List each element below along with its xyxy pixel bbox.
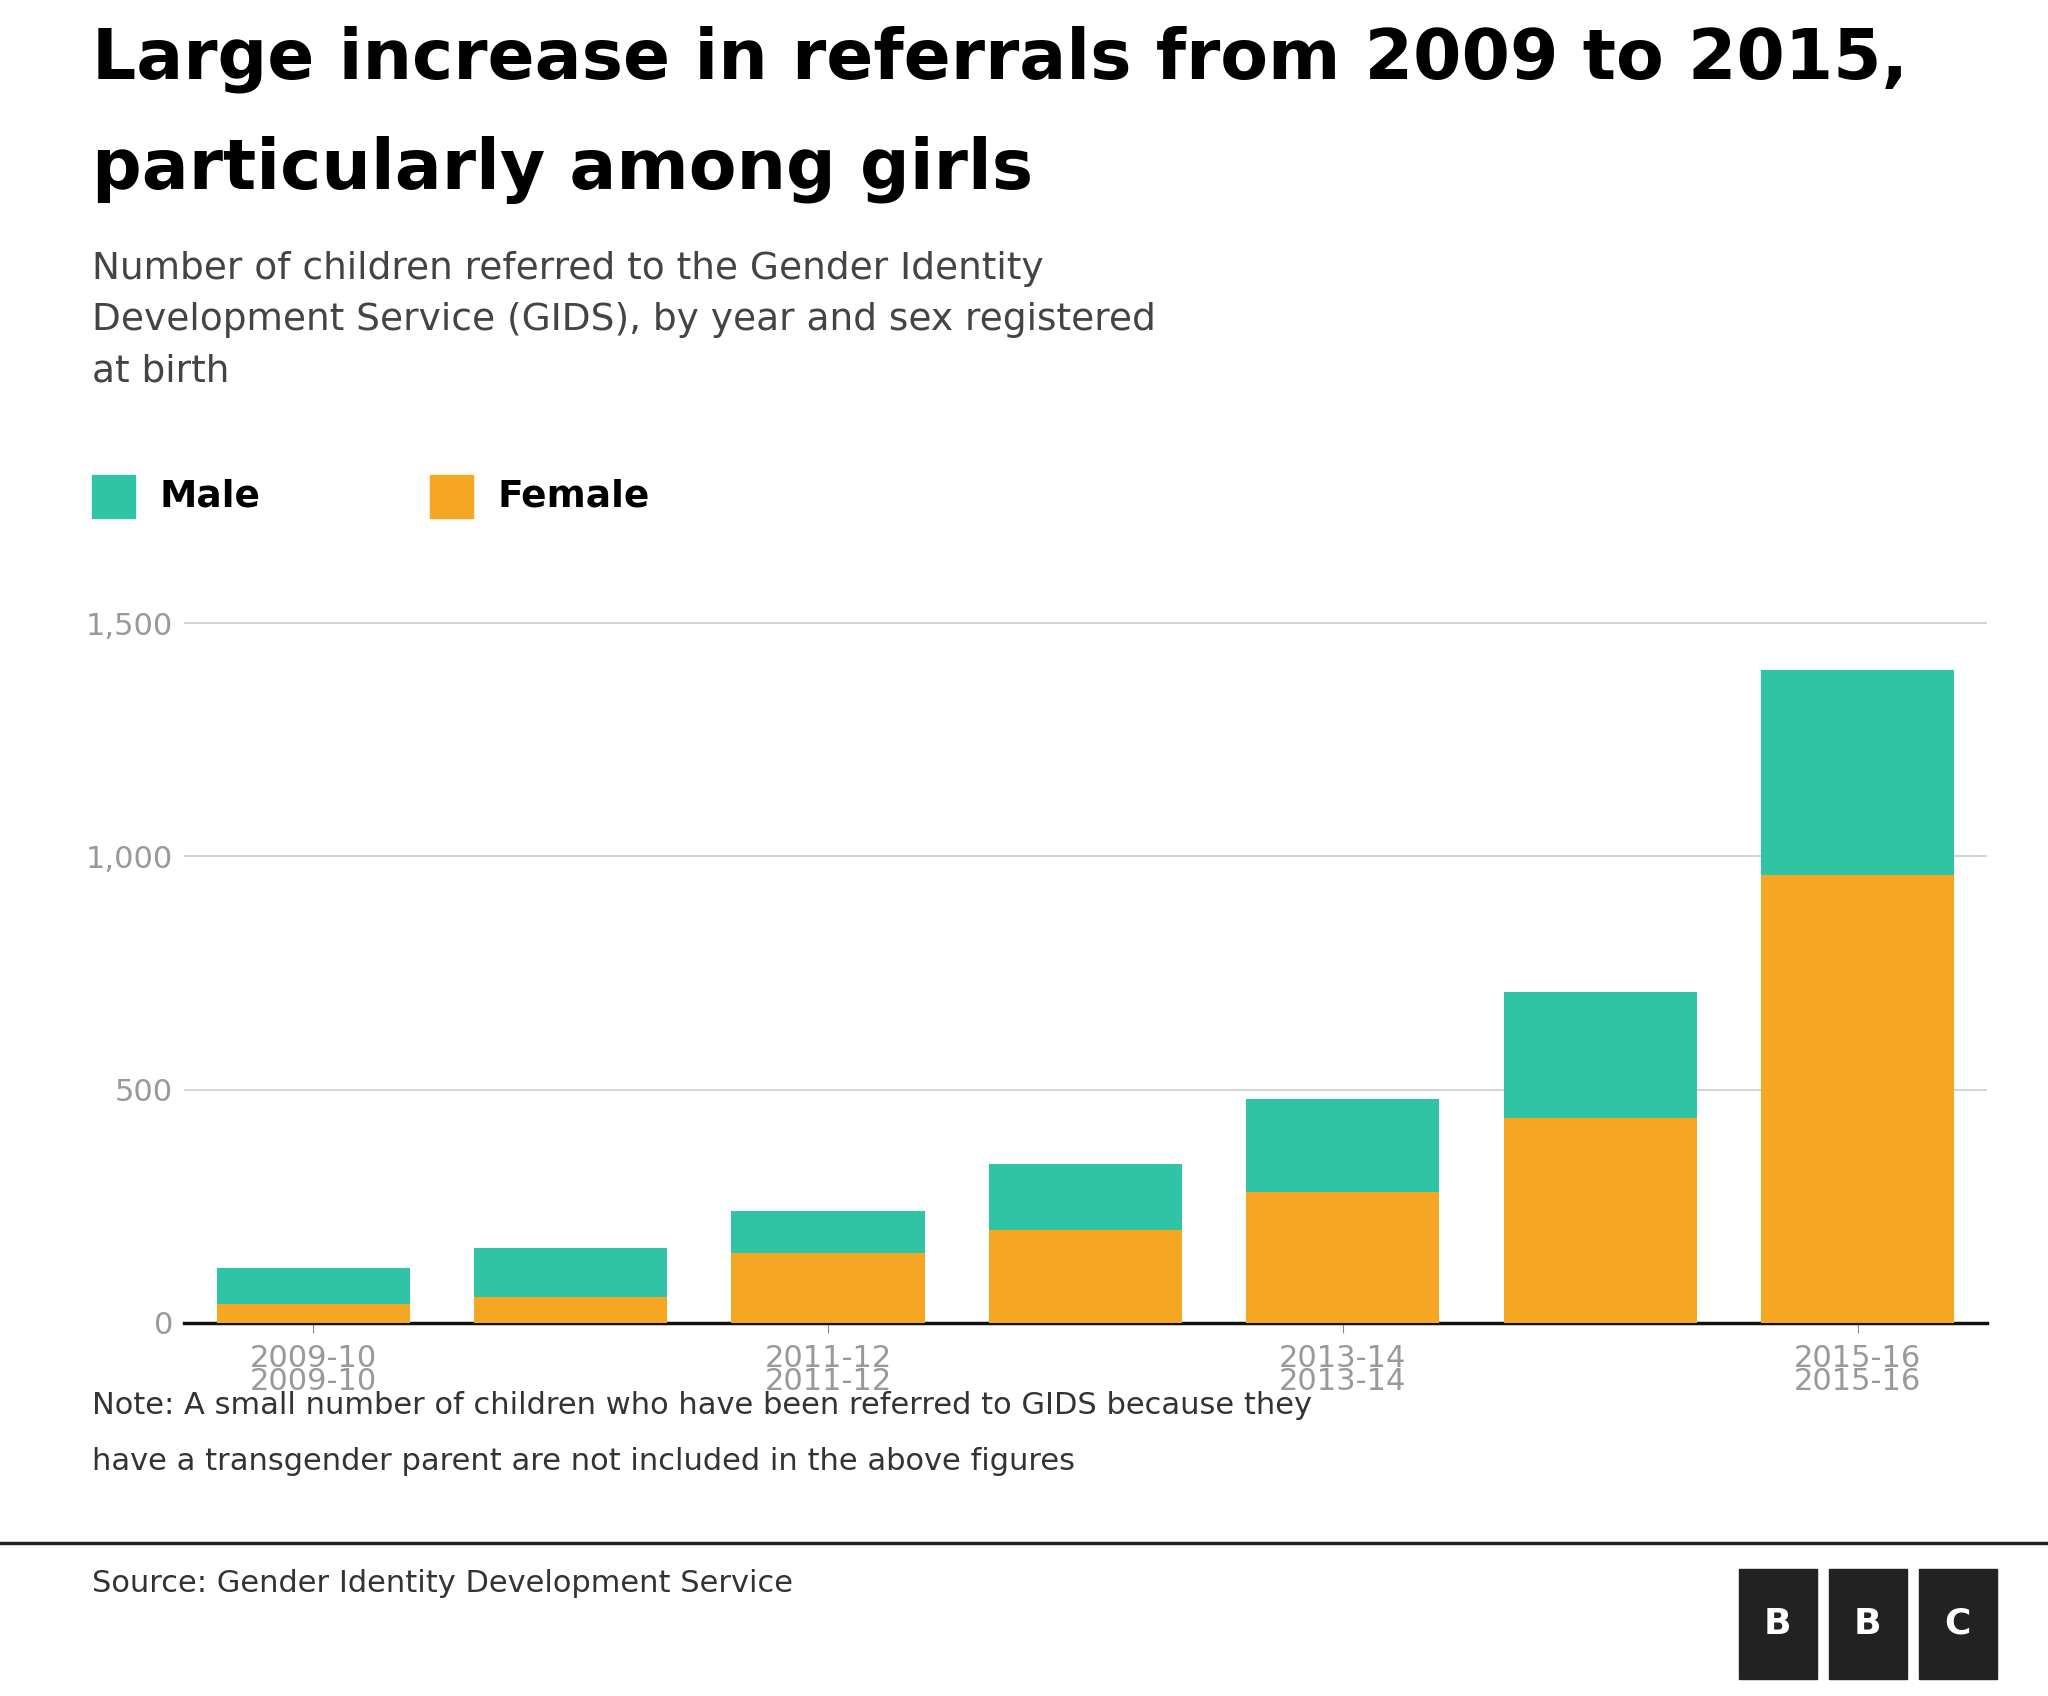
Text: B: B — [1853, 1606, 1882, 1642]
Text: 2009-10: 2009-10 — [250, 1367, 377, 1396]
Bar — [1761, 670, 1954, 875]
Text: particularly among girls: particularly among girls — [92, 136, 1034, 204]
Text: have a transgender parent are not included in the above figures: have a transgender parent are not includ… — [92, 1447, 1075, 1476]
Bar — [1761, 875, 1954, 1323]
Bar — [217, 1269, 410, 1304]
Text: Source: Gender Identity Development Service: Source: Gender Identity Development Serv… — [92, 1569, 793, 1598]
Bar — [217, 1304, 410, 1323]
Bar — [989, 1163, 1182, 1230]
Bar — [1503, 992, 1698, 1118]
Bar — [731, 1211, 924, 1253]
Text: Female: Female — [498, 478, 649, 514]
Text: B: B — [1763, 1606, 1792, 1642]
Bar — [1503, 1118, 1698, 1323]
Text: Note: A small number of children who have been referred to GIDS because they: Note: A small number of children who hav… — [92, 1391, 1313, 1420]
Bar — [1247, 1099, 1440, 1192]
Text: Male: Male — [160, 478, 260, 514]
Bar — [1247, 1192, 1440, 1323]
Text: Number of children referred to the Gender Identity
Development Service (GIDS), b: Number of children referred to the Gende… — [92, 251, 1155, 390]
Text: 2013-14: 2013-14 — [1280, 1367, 1407, 1396]
Bar — [989, 1230, 1182, 1323]
Text: 2011-12: 2011-12 — [764, 1367, 891, 1396]
Text: Large increase in referrals from 2009 to 2015,: Large increase in referrals from 2009 to… — [92, 25, 1909, 93]
Bar — [473, 1248, 668, 1297]
Text: C: C — [1946, 1606, 1970, 1642]
Bar — [731, 1253, 924, 1323]
Bar — [473, 1297, 668, 1323]
Text: 2015-16: 2015-16 — [1794, 1367, 1921, 1396]
